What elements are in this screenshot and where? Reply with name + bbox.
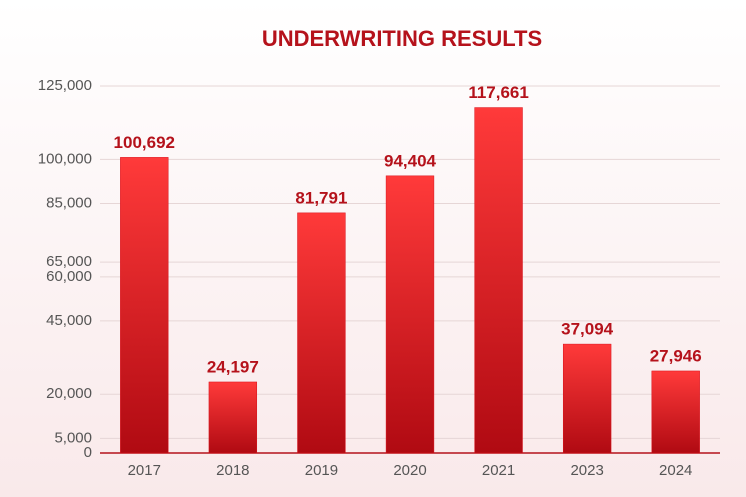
chart-title: UNDERWRITING RESULTS bbox=[262, 26, 542, 51]
x-tick-label: 2021 bbox=[482, 462, 515, 479]
data-label: 24,197 bbox=[207, 357, 259, 376]
x-tick-label: 2018 bbox=[216, 462, 249, 479]
y-tick-label: 0 bbox=[84, 444, 92, 461]
x-tick-label: 2019 bbox=[305, 462, 338, 479]
y-tick-label: 125,000 bbox=[38, 77, 92, 94]
bar bbox=[297, 212, 346, 454]
y-tick-label: 5,000 bbox=[54, 429, 92, 446]
data-label: 37,094 bbox=[561, 320, 614, 339]
bar bbox=[474, 107, 523, 454]
data-label: 27,946 bbox=[650, 346, 702, 365]
y-tick-label: 100,000 bbox=[38, 150, 92, 167]
data-label: 81,791 bbox=[295, 188, 347, 207]
bar bbox=[120, 157, 169, 454]
x-tick-label: 2020 bbox=[393, 462, 426, 479]
data-label: 94,404 bbox=[384, 151, 437, 170]
bar bbox=[208, 381, 258, 454]
bar bbox=[562, 343, 612, 454]
x-tick-label: 2023 bbox=[570, 462, 603, 479]
y-tick-label: 45,000 bbox=[46, 312, 92, 329]
y-tick-label: 65,000 bbox=[46, 253, 92, 270]
data-label: 117,661 bbox=[468, 83, 529, 102]
y-tick-label: 20,000 bbox=[46, 385, 92, 402]
x-tick-label: 2024 bbox=[659, 462, 692, 479]
y-tick-label: 85,000 bbox=[46, 194, 92, 211]
x-tick-label: 2017 bbox=[128, 462, 161, 479]
y-tick-label: 60,000 bbox=[46, 268, 92, 285]
bar bbox=[651, 370, 700, 454]
bar bbox=[385, 175, 435, 454]
data-label: 100,692 bbox=[114, 133, 175, 152]
